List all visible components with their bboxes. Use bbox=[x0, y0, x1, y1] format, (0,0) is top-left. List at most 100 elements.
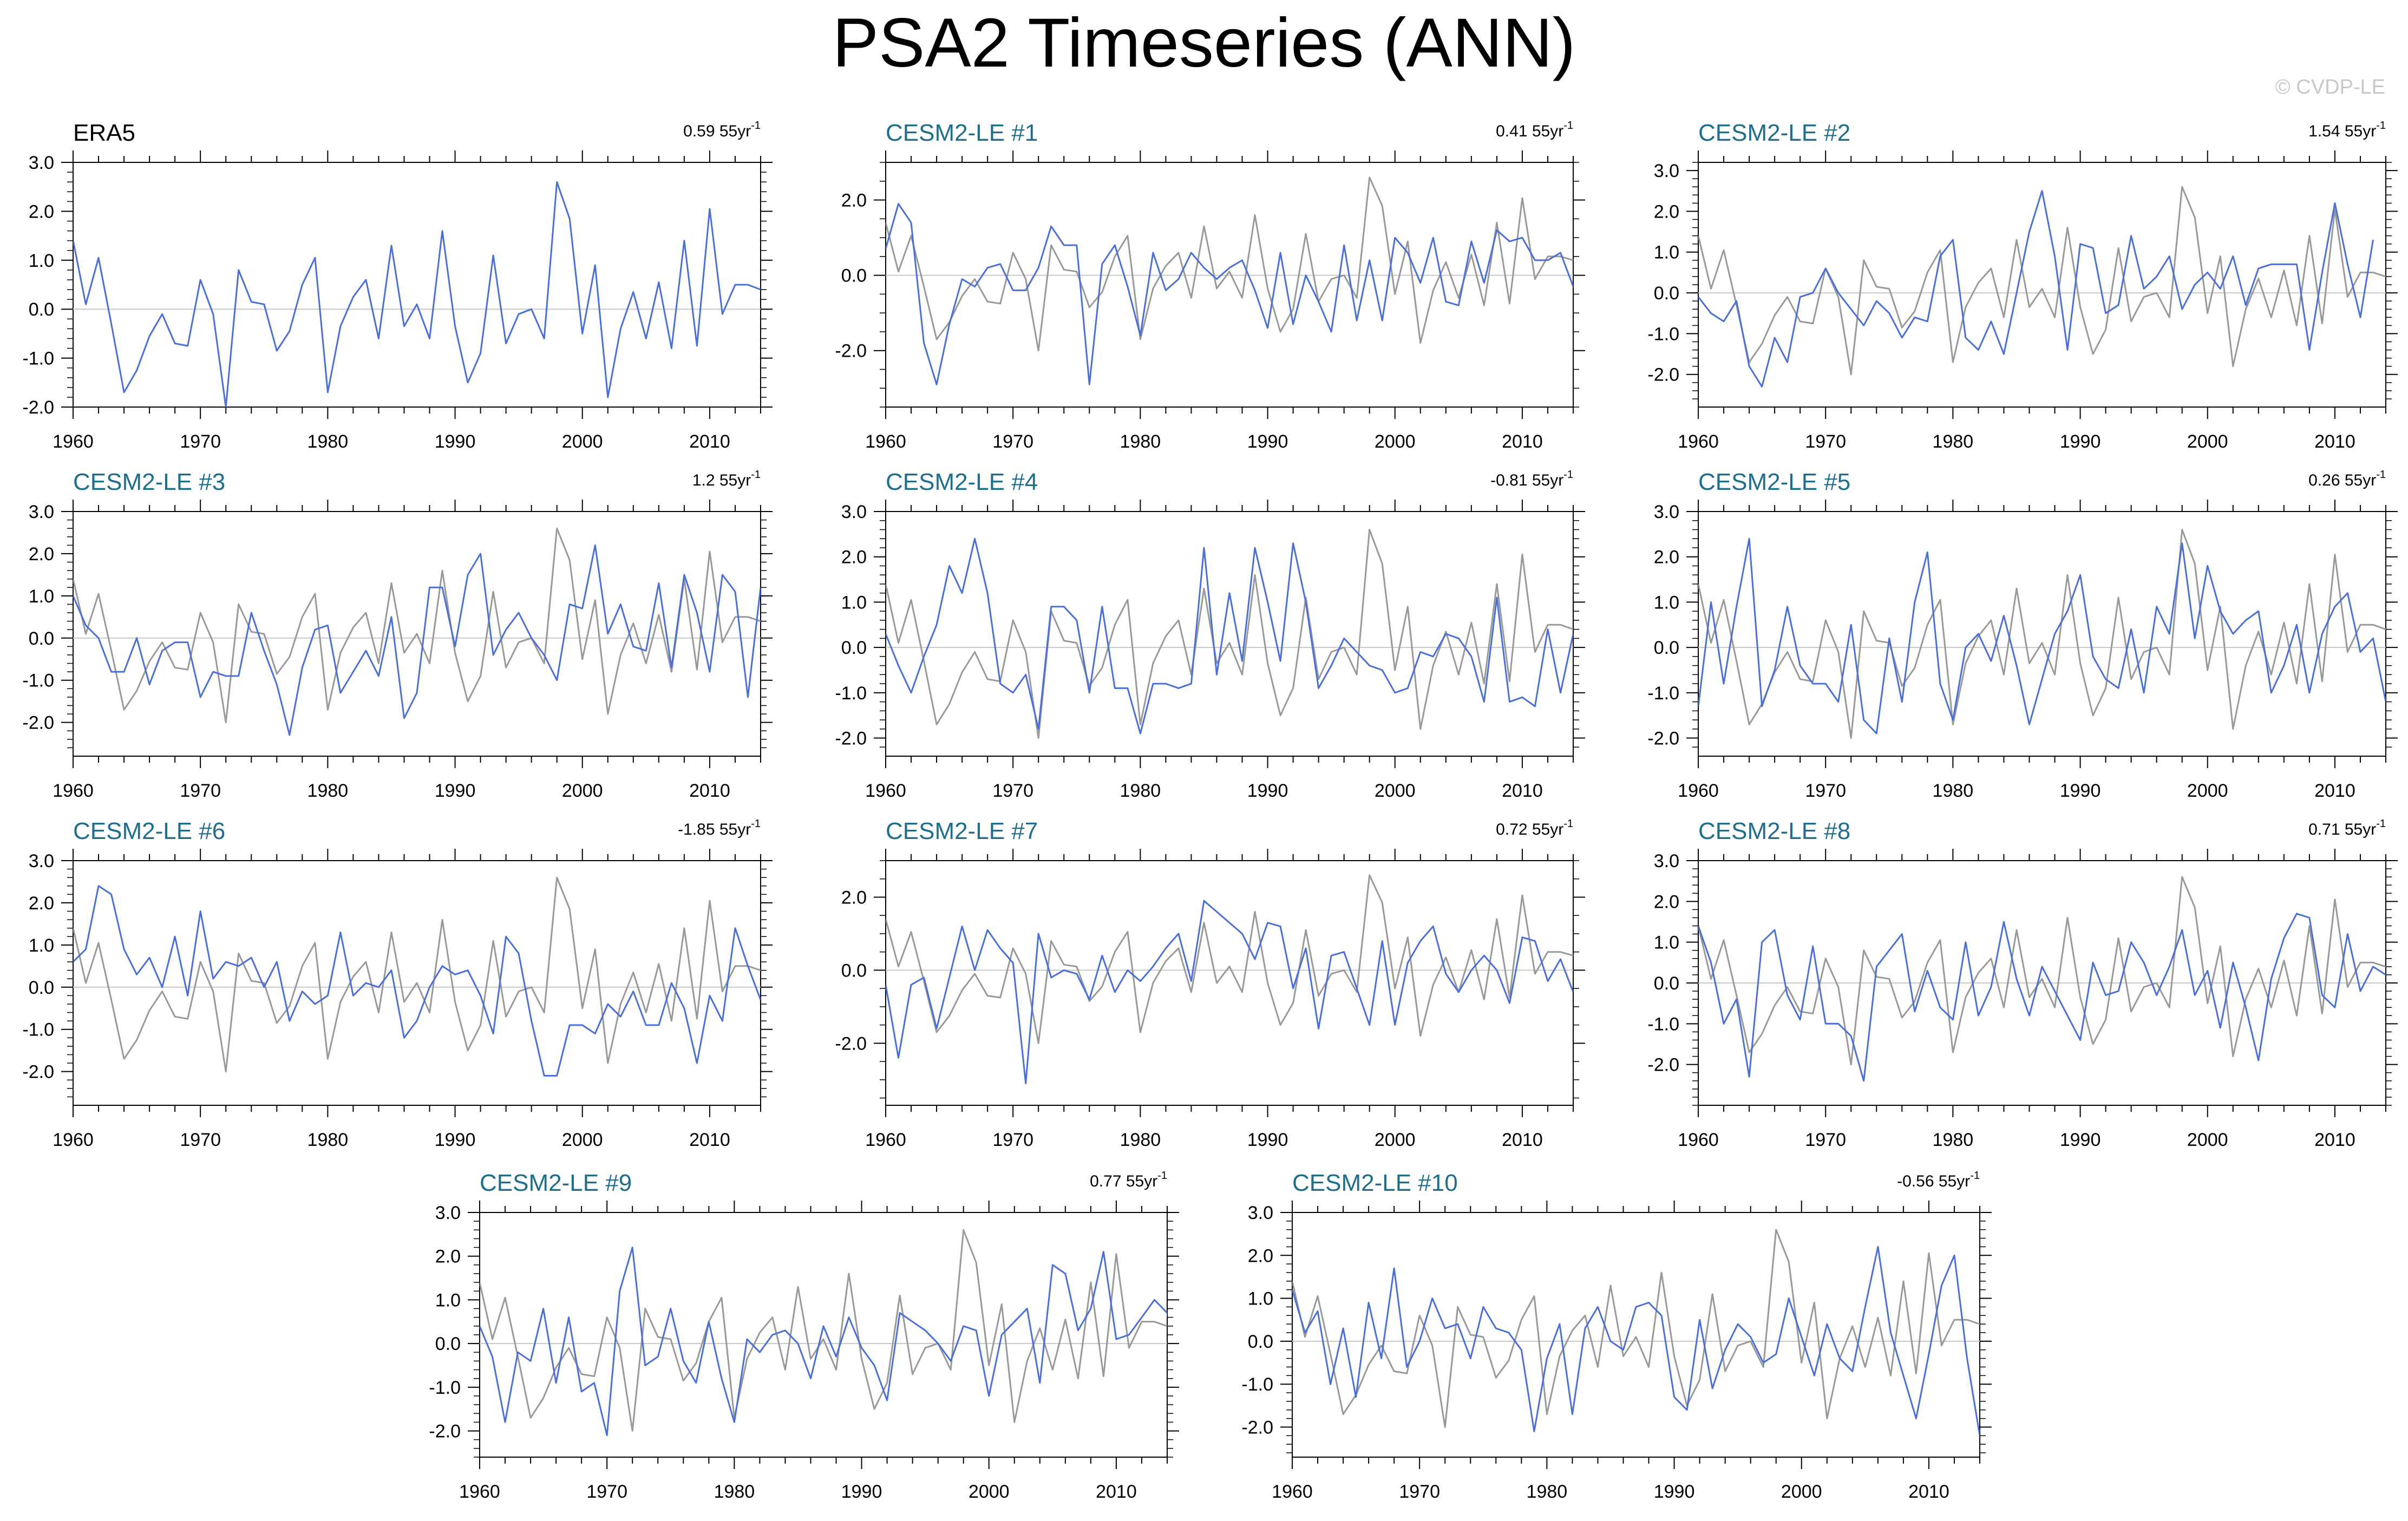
x-tick-label: 2000 bbox=[1375, 431, 1416, 452]
trend-superscript: -1 bbox=[751, 818, 761, 830]
y-tick-label: 3.0 bbox=[29, 851, 54, 871]
x-tick-label: 1980 bbox=[1933, 781, 1974, 801]
y-tick-label: -1.0 bbox=[1647, 1014, 1679, 1034]
plot-frame bbox=[1698, 511, 2386, 757]
x-tick-label: 2000 bbox=[1781, 1481, 1822, 1502]
trend-superscript: -1 bbox=[1970, 1170, 1980, 1182]
panel-title: CESM2-LE #9 bbox=[480, 1170, 632, 1196]
x-tick-label: 1990 bbox=[2060, 781, 2101, 801]
x-tick-label: 2010 bbox=[2314, 1130, 2355, 1150]
page-title: PSA2 Timeseries (ANN) bbox=[832, 4, 1576, 82]
x-tick-label: 2000 bbox=[562, 431, 603, 452]
series-model-line bbox=[480, 1247, 1167, 1437]
x-tick-label: 2010 bbox=[689, 431, 730, 452]
plot-frame bbox=[479, 1212, 1168, 1458]
x-tick-label: 2000 bbox=[562, 781, 603, 801]
x-tick-label: 1970 bbox=[180, 1130, 221, 1150]
y-tick-label: 2.0 bbox=[841, 547, 867, 568]
trend-label: 0.77 55yr-1 bbox=[1090, 1170, 1167, 1190]
y-tick-label: 1.0 bbox=[1654, 592, 1679, 613]
series-model-line bbox=[886, 537, 1573, 735]
series-era5-line bbox=[73, 527, 761, 724]
x-tick-label: 2000 bbox=[1375, 781, 1416, 801]
x-tick-label: 1990 bbox=[435, 781, 476, 801]
trend-superscript: -1 bbox=[1563, 818, 1573, 830]
x-tick-label: 1980 bbox=[714, 1481, 755, 1502]
y-tick-label: 1.0 bbox=[29, 935, 54, 956]
panel-cesm2-le-3: 1960 1970 1980 1990 2000 2010 3.0 2.0 1.0 0.0 -1.0… bbox=[22, 469, 773, 801]
y-tick-label: 2.0 bbox=[841, 887, 867, 908]
y-tick-label: 0.0 bbox=[841, 266, 867, 286]
series-era5-line bbox=[1698, 186, 2386, 376]
x-tick-label: 1970 bbox=[992, 781, 1033, 801]
x-tick-label: 2010 bbox=[1908, 1481, 1949, 1502]
x-tick-label: 1970 bbox=[180, 431, 221, 452]
series-era5-line bbox=[1698, 876, 2386, 1066]
plot-frame bbox=[885, 860, 1574, 1106]
series-model-line bbox=[886, 900, 1573, 1084]
trend-label: 0.72 55yr-1 bbox=[1496, 818, 1573, 838]
x-tick-label: 2010 bbox=[1502, 781, 1543, 801]
x-tick-label: 2010 bbox=[1096, 1481, 1137, 1502]
series-model-line bbox=[1698, 537, 2386, 735]
x-tick-label: 1960 bbox=[1678, 1130, 1719, 1150]
y-tick-label: 0.0 bbox=[1248, 1332, 1273, 1352]
x-tick-label: 1970 bbox=[1805, 431, 1846, 452]
y-tick-label: 0.0 bbox=[29, 299, 54, 320]
y-tick-label: -2.0 bbox=[22, 1062, 54, 1083]
y-tick-label: -1.0 bbox=[835, 683, 867, 704]
y-tick-label: -1.0 bbox=[429, 1378, 461, 1398]
series-model-line bbox=[73, 544, 761, 736]
x-tick-label: 1980 bbox=[1120, 781, 1161, 801]
x-tick-label: 1960 bbox=[1678, 781, 1719, 801]
series-era5-line bbox=[1698, 529, 2386, 739]
y-tick-label: 3.0 bbox=[1248, 1203, 1273, 1223]
panel-title: CESM2-LE #8 bbox=[1698, 818, 1850, 844]
panel-cesm2-le-9: 1960 1970 1980 1990 2000 2010 3.0 2.0 1.0 0.0 -1.0… bbox=[429, 1170, 1179, 1502]
y-tick-label: 1.0 bbox=[1248, 1289, 1273, 1309]
x-tick-label: 1990 bbox=[2060, 431, 2101, 452]
trend-superscript: -1 bbox=[2376, 469, 2386, 481]
x-tick-label: 1980 bbox=[1527, 1481, 1568, 1502]
trend-label: 1.2 55yr-1 bbox=[692, 469, 761, 489]
x-tick-label: 1980 bbox=[1120, 1130, 1161, 1150]
trend-superscript: -1 bbox=[751, 120, 761, 132]
series-model-line bbox=[73, 885, 761, 1077]
y-tick-label: 0.0 bbox=[841, 638, 867, 658]
y-tick-label: 1.0 bbox=[435, 1290, 461, 1310]
x-tick-label: 1980 bbox=[1933, 1130, 1974, 1150]
x-tick-label: 1970 bbox=[1805, 781, 1846, 801]
y-tick-label: -2.0 bbox=[1647, 1055, 1679, 1076]
y-tick-label: 2.0 bbox=[435, 1247, 461, 1267]
x-tick-label: 2010 bbox=[689, 1130, 730, 1150]
x-tick-label: 1970 bbox=[1399, 1481, 1440, 1502]
plot-frame bbox=[73, 162, 761, 408]
x-tick-label: 1990 bbox=[841, 1481, 882, 1502]
y-tick-label: 0.0 bbox=[841, 960, 867, 981]
y-tick-label: 2.0 bbox=[1654, 547, 1679, 568]
x-tick-label: 1980 bbox=[1933, 431, 1974, 452]
y-tick-label: -1.0 bbox=[1647, 683, 1679, 704]
x-tick-label: 1960 bbox=[1678, 431, 1719, 452]
series-era5-line bbox=[1292, 1229, 1980, 1428]
x-tick-label: 1990 bbox=[2060, 1130, 2101, 1150]
x-tick-label: 1990 bbox=[435, 1130, 476, 1150]
panel-title: CESM2-LE #10 bbox=[1292, 1170, 1458, 1196]
y-tick-label: -1.0 bbox=[1647, 324, 1679, 344]
y-tick-label: -1.0 bbox=[1241, 1374, 1273, 1395]
series-era5-line bbox=[886, 874, 1573, 1044]
y-tick-label: 0.0 bbox=[29, 628, 54, 649]
x-tick-label: 1970 bbox=[180, 781, 221, 801]
y-tick-label: 2.0 bbox=[29, 544, 54, 565]
panel-cesm2-le-2: 1960 1970 1980 1990 2000 2010 3.0 2.0 1.0 0.0 -1.0… bbox=[1647, 120, 2398, 452]
series-model-line bbox=[1292, 1245, 1980, 1436]
x-tick-label: 1960 bbox=[1272, 1481, 1313, 1502]
y-tick-label: -2.0 bbox=[22, 713, 54, 733]
x-tick-label: 1970 bbox=[586, 1481, 627, 1502]
panel-cesm2-le-5: 1960 1970 1980 1990 2000 2010 3.0 2.0 1.0 0.0 -1.0… bbox=[1647, 469, 2398, 801]
x-tick-label: 1980 bbox=[307, 1130, 349, 1150]
y-tick-label: -1.0 bbox=[22, 349, 54, 369]
trend-superscript: -1 bbox=[1563, 469, 1573, 481]
trend-superscript: -1 bbox=[2376, 818, 2386, 830]
trend-label: 0.71 55yr-1 bbox=[2308, 818, 2386, 838]
